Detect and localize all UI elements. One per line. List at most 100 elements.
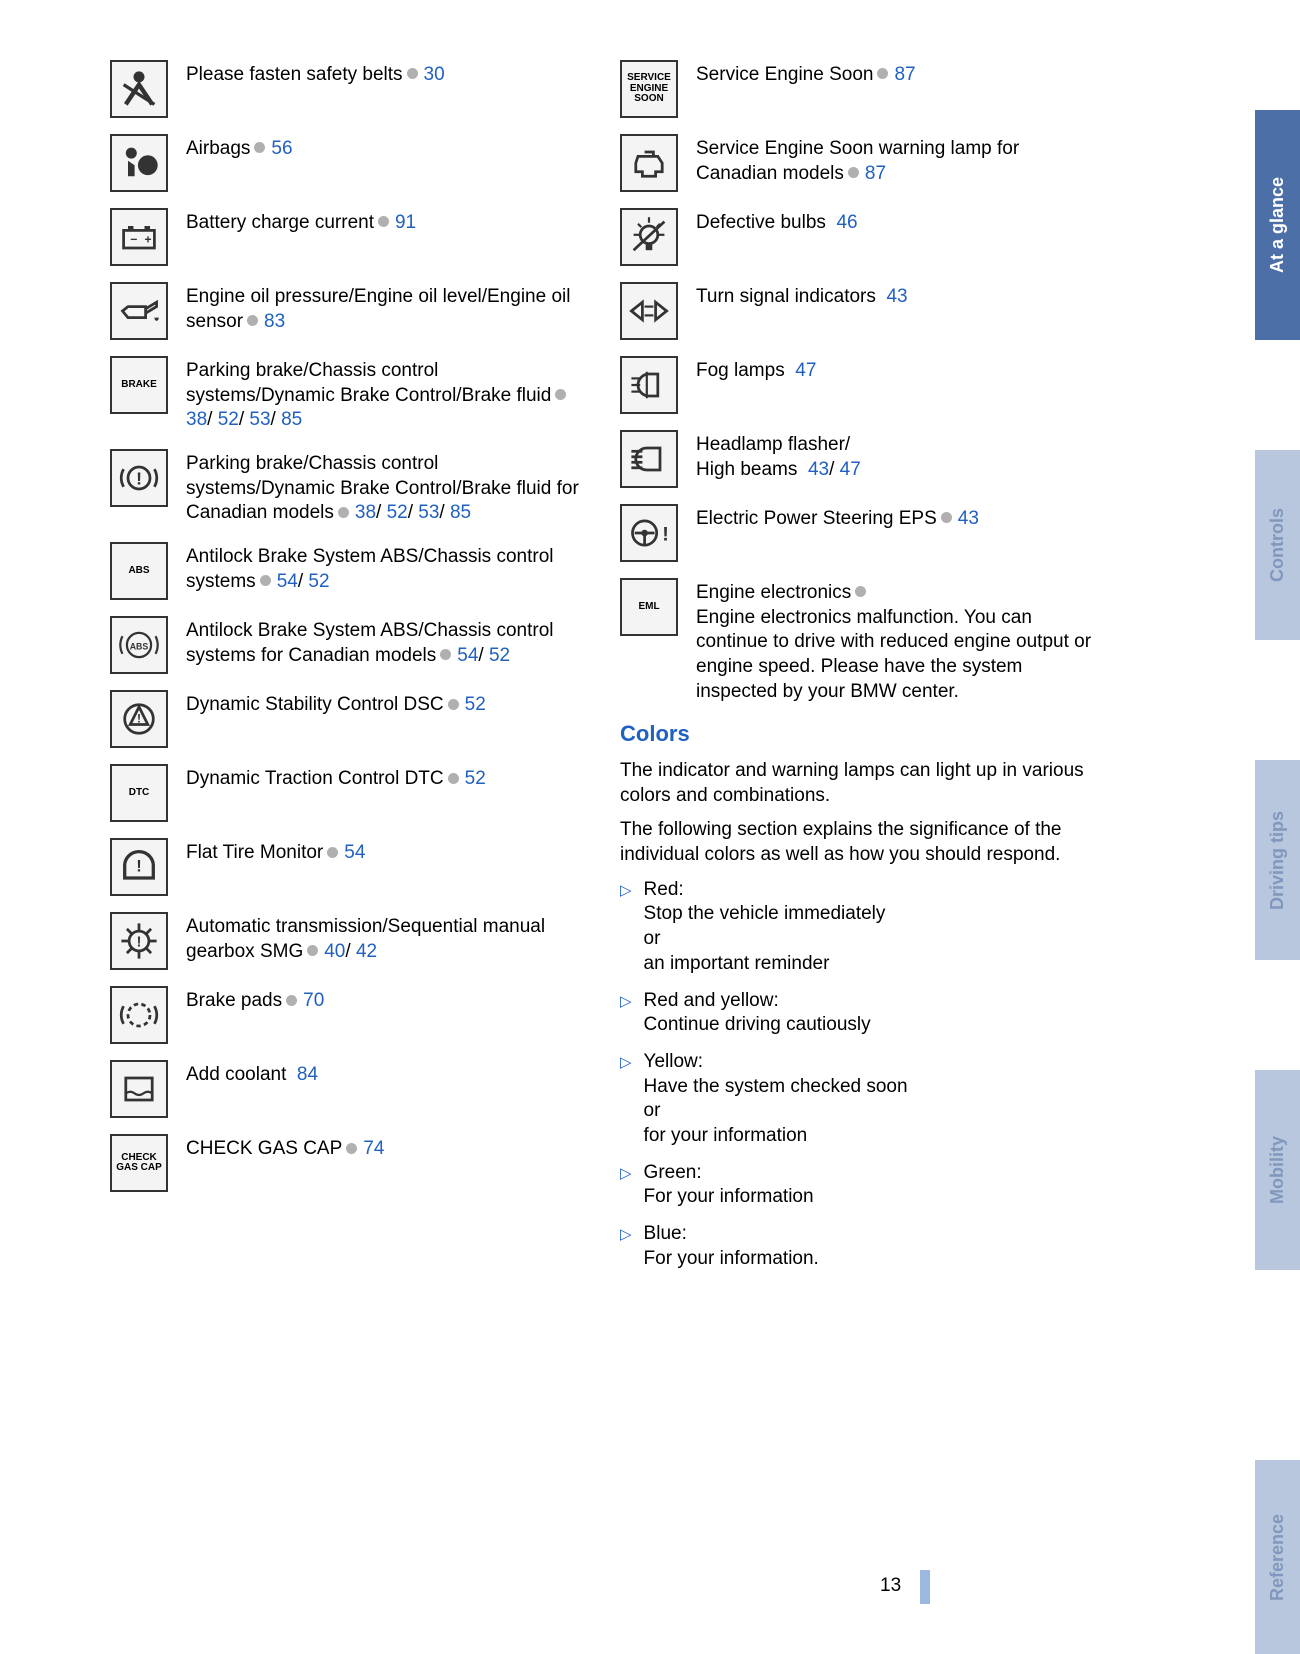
indicator-label: Engine oil pressure/Engine oil level/Eng… — [186, 286, 570, 332]
page-ref[interactable]: 52 — [218, 409, 239, 430]
color-bullet: ▷Yellow:Have the system checked soonorfo… — [620, 1050, 1100, 1149]
svg-text:+: + — [145, 233, 152, 247]
page-ref[interactable]: 84 — [297, 1064, 318, 1085]
side-tab[interactable]: Controls — [1255, 450, 1300, 640]
page-ref[interactable]: 87 — [865, 163, 886, 184]
bullet-body: Green:For your information — [644, 1161, 1100, 1210]
bullet-body: Blue:For your information. — [644, 1222, 1100, 1271]
page-ref[interactable]: 43 — [808, 459, 829, 480]
page-ref[interactable]: 87 — [894, 64, 915, 85]
page-ref[interactable]: 30 — [424, 64, 445, 85]
belt-icon — [110, 60, 168, 118]
page-ref[interactable]: 43 — [958, 508, 979, 529]
status-dot — [254, 142, 265, 153]
page-ref[interactable]: 85 — [450, 502, 471, 523]
indicator-label: Add coolant — [186, 1064, 286, 1085]
status-dot — [378, 216, 389, 227]
page-ref[interactable]: 54 — [277, 571, 298, 592]
indicator-label: Antilock Brake System ABS/Chassis contro… — [186, 546, 553, 592]
indicator-item: BRAKEParking brake/Chassis control syste… — [110, 356, 590, 433]
indicator-text: Battery charge current91 — [186, 208, 590, 236]
status-dot — [448, 773, 459, 784]
turnsig-icon — [620, 282, 678, 340]
page-ref[interactable]: 38 — [355, 502, 376, 523]
indicator-label: Please fasten safety belts — [186, 64, 403, 85]
indicator-item: Add coolant 84 — [110, 1060, 590, 1118]
page-ref[interactable]: 54 — [457, 645, 478, 666]
page-ref[interactable]: 74 — [363, 1138, 384, 1159]
indicator-item: DTC Dynamic Traction Control DTC52 — [110, 764, 590, 822]
side-tabs: At a glance Controls Driving tips Mobility R… — [1255, 0, 1300, 1654]
indicator-item: Fog lamps 47 — [620, 356, 1100, 414]
colors-heading: Colors — [620, 720, 1100, 749]
ABS-icon: ABS — [110, 542, 168, 600]
indicator-item: Brake pads 70 — [110, 986, 590, 1044]
page-ref[interactable]: 42 — [356, 941, 377, 962]
indicator-text: Engine oil pressure/Engine oil level/Eng… — [186, 282, 590, 334]
indicator-label: Engine electronics — [696, 582, 851, 603]
page-ref[interactable]: 52 — [489, 645, 510, 666]
side-tab[interactable]: Reference — [1255, 1460, 1300, 1654]
bullet-body: Yellow:Have the system checked soonorfor… — [644, 1050, 1100, 1149]
indicator-text: Add coolant 84 — [186, 1060, 590, 1088]
page-ref[interactable]: 40 — [324, 941, 345, 962]
airbag-icon — [110, 134, 168, 192]
indicator-item: −+Battery charge current91 — [110, 208, 590, 266]
color-bullet: ▷Blue:For your information. — [620, 1222, 1100, 1271]
status-dot — [877, 68, 888, 79]
page-ref[interactable]: 56 — [271, 138, 292, 159]
page-ref[interactable]: 38 — [186, 409, 207, 430]
indicator-item: Headlamp flasher/High beams 43/ 47 — [620, 430, 1100, 488]
indicator-label: Turn signal indicators — [696, 286, 876, 307]
indicator-text: Antilock Brake System ABS/Chassis contro… — [186, 616, 590, 668]
page-ref[interactable]: 52 — [465, 768, 486, 789]
bullet-head: Yellow: — [644, 1051, 704, 1072]
indicator-item: ABSAntilock Brake System ABS/Chassis con… — [110, 616, 590, 674]
status-dot — [286, 995, 297, 1006]
eps-icon: ! — [620, 504, 678, 562]
page-ref[interactable]: 53 — [418, 502, 439, 523]
indicator-item: Turn signal indicators 43 — [620, 282, 1100, 340]
page-ref[interactable]: 43 — [886, 286, 907, 307]
bullet-marker: ▷ — [620, 1222, 632, 1271]
status-dot — [346, 1143, 357, 1154]
side-tab[interactable]: At a glance — [1255, 110, 1300, 340]
page-ref[interactable]: 70 — [303, 990, 324, 1011]
page-ref[interactable]: 47 — [795, 360, 816, 381]
oilcan-icon — [110, 282, 168, 340]
side-tab[interactable]: Driving tips — [1255, 760, 1300, 960]
DTC-icon: DTC — [110, 764, 168, 822]
page-ref[interactable]: 52 — [308, 571, 329, 592]
page-ref[interactable]: 52 — [387, 502, 408, 523]
page-ref[interactable]: 53 — [249, 409, 270, 430]
page-ref[interactable]: 46 — [836, 212, 857, 233]
status-dot — [247, 315, 258, 326]
status-dot — [855, 586, 866, 597]
indicator-text: Service Engine Soon warning lamp for Can… — [696, 134, 1100, 186]
side-tab[interactable]: Mobility — [1255, 1070, 1300, 1270]
indicator-text: Airbags56 — [186, 134, 590, 162]
status-dot — [307, 945, 318, 956]
status-dot — [440, 649, 451, 660]
page-ref[interactable]: 85 — [281, 409, 302, 430]
indicator-label: Defective bulbs — [696, 212, 826, 233]
svg-text:!: ! — [137, 711, 141, 725]
page-number-bar — [920, 1570, 930, 1604]
page-ref[interactable]: 47 — [840, 459, 861, 480]
indicator-text: Defective bulbs 46 — [696, 208, 1100, 236]
page-ref[interactable]: 83 — [264, 311, 285, 332]
svg-text:!: ! — [137, 935, 142, 951]
left-column: Please fasten safety belts30Airbags56−+B… — [110, 60, 590, 1283]
page-ref[interactable]: 91 — [395, 212, 416, 233]
bullet-body: Red and yellow:Continue driving cautious… — [644, 989, 1100, 1038]
indicator-text: Antilock Brake System ABS/Chassis contro… — [186, 542, 590, 594]
indicator-text: Dynamic Traction Control DTC52 — [186, 764, 590, 792]
page-ref[interactable]: 54 — [344, 842, 365, 863]
indicator-label: Brake pads — [186, 990, 282, 1011]
indicator-item: Airbags56 — [110, 134, 590, 192]
indicator-text: Service Engine Soon87 — [696, 60, 1100, 88]
page-ref[interactable]: 52 — [465, 694, 486, 715]
color-bullet: ▷Red and yellow:Continue driving cautiou… — [620, 989, 1100, 1038]
bullet-text: For your information. — [644, 1248, 819, 1269]
svg-text:!: ! — [136, 858, 142, 876]
